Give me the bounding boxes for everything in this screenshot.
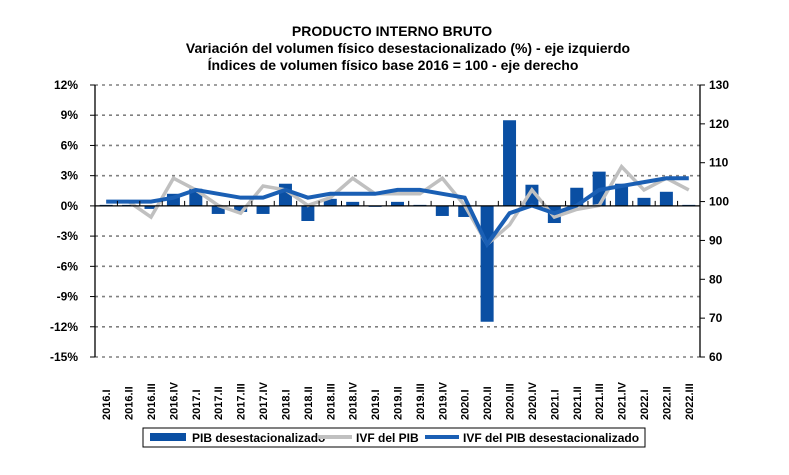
x-tick-label: 2018.III [325,383,337,420]
x-tick-label: 2020.II [482,386,494,420]
x-tick-label: 2022.III [684,383,696,420]
y-right-tick-label: 90 [709,233,723,247]
chart-subtitle-1: Variación del volumen físico desestacion… [186,40,630,56]
bar [637,197,651,206]
chart-subtitle-2: Índices de volumen físico base 2016 = 10… [208,57,579,73]
y-left-tick-label: 9% [61,108,79,122]
y-right-tick-label: 130 [709,78,729,92]
x-tick-label: 2022.I [639,389,651,420]
y-right-tick-label: 60 [709,350,723,364]
x-tick-label: 2017.II [213,386,225,420]
x-tick-label: 2016.IV [168,381,180,420]
line-series [106,163,690,249]
y-right-tick-label: 80 [709,272,723,286]
bar [256,205,270,214]
bar [458,205,472,217]
legend-box [142,427,646,448]
chart-title: PRODUCTO INTERNO BRUTO [292,23,492,39]
bar [391,201,404,206]
bar [346,201,360,206]
bar [234,205,248,212]
legend: PIB desestacionalizado IVF del PIB IVF del… [142,427,646,448]
legend-label: PIB desestacionalizado [192,431,325,445]
y-left-tick-label: -9% [57,290,79,304]
legend-swatch-bar [150,433,186,441]
x-tick-label: 2016.I [101,389,113,420]
x-tick-label: 2019.III [415,383,427,420]
bar [615,183,629,206]
bar [211,205,225,214]
x-tick-label: 2016.III [146,383,158,420]
x-tick-label: 2021.III [594,383,606,420]
x-tick-label: 2019.II [393,386,405,420]
y-left-tick-label: 6% [61,138,79,152]
bar [323,198,337,206]
y-right-tick-label: 70 [709,311,723,325]
bar [144,205,158,209]
x-tick-label: 2021.II [572,386,584,420]
x-tick-label: 2020.IV [527,381,539,420]
bar [659,191,673,206]
x-tick-label: 2020.I [460,389,472,420]
gridlines [95,84,700,358]
y-left-tick-label: 12% [54,78,78,92]
y-right-tick-label: 100 [709,195,729,209]
bar [435,205,449,216]
y-right-tick-label: 110 [709,156,729,170]
x-tick-label: 2016.II [124,386,136,420]
x-tick-label: 2019.IV [437,381,449,420]
bar-series [99,120,696,322]
bar [480,205,494,322]
x-tick-label: 2022.II [661,386,673,420]
x-tick-label: 2018.II [303,386,315,420]
x-tick-label: 2021.I [549,389,561,420]
x-tick-label: 2020.III [505,383,517,420]
legend-label: IVF del PIB desestacionalizado [463,431,639,445]
x-tick-label: 2019.I [370,389,382,420]
y-right-tick-label: 120 [709,117,729,131]
bar [503,120,517,206]
x-tick-label: 2018.I [280,389,292,420]
x-tick-label: 2017.III [236,383,248,420]
y-left-tick-label: 0% [61,199,79,213]
x-tick-label: 2017.IV [258,381,270,420]
y-left-tick-label: -6% [57,259,79,273]
legend-label: IVF del PIB [356,431,419,445]
bar [525,184,539,206]
x-tick-label: 2018.IV [348,381,360,420]
y-left-tick-label: -3% [57,229,79,243]
x-tick-label: 2017.I [191,389,203,420]
x-tick-label: 2021.IV [617,381,629,420]
y-left-tick-label: -12% [50,320,78,334]
y-left-tick-label: 3% [61,169,79,183]
axes: 12% 9% 6% 3% 0% -3% -6% -9% -12% -15% 130 120 110 100… [50,78,729,420]
y-left-tick-label: -15% [50,350,78,364]
bar [301,205,315,221]
